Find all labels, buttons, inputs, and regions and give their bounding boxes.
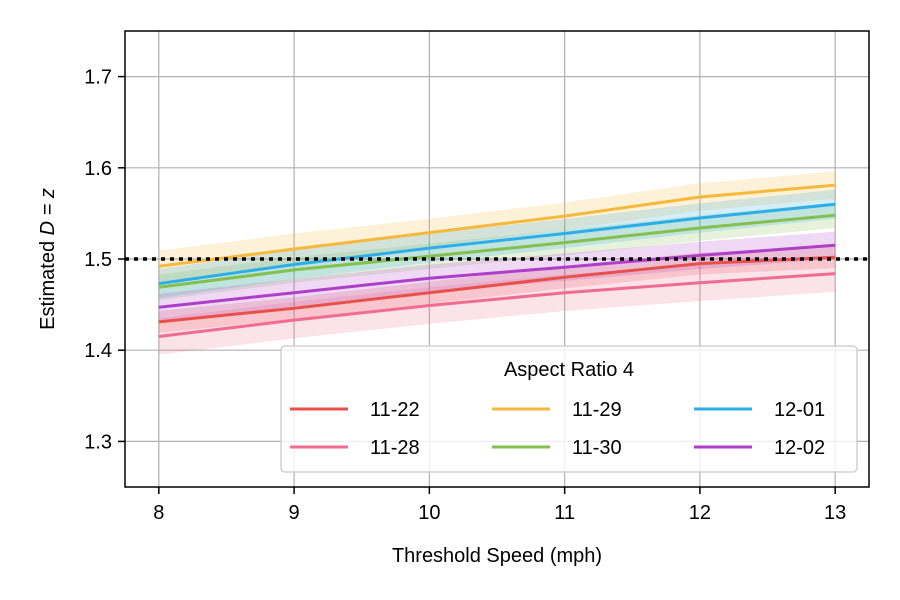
legend-entry-11-29: 11-29	[492, 399, 622, 421]
y-tick-label: 1.6	[84, 158, 112, 180]
series-line-11-22	[158, 255, 836, 324]
y-tick-label: 1.4	[84, 340, 112, 362]
legend-label: 12-01	[774, 399, 825, 421]
y-tick-label: 1.7	[84, 67, 112, 89]
series-line-12-02	[158, 243, 836, 309]
legend-label: 11-28	[370, 437, 420, 459]
legend: Aspect Ratio 4 11-22 11-28 11-29 11-30 12-01 1…	[280, 345, 858, 473]
x-tick-label: 12	[689, 502, 711, 524]
legend-label: 11-30	[572, 437, 622, 459]
legend-entry-12-02: 12-02	[694, 437, 825, 459]
x-tick-label: 13	[824, 502, 846, 524]
band-12-02	[158, 231, 836, 321]
axis-ticks: 8 9 10 11 12 13 1.3 1.4 1.5 1.6 1.7	[84, 67, 846, 524]
series-line-12-01	[158, 202, 836, 286]
legend-label: 11-29	[572, 399, 622, 421]
y-axis-label-prefix: Estimated	[37, 235, 59, 329]
legend-entry-11-22: 11-22	[290, 399, 420, 421]
legend-box	[280, 345, 858, 473]
x-tick-label: 8	[153, 502, 164, 524]
band-11-30	[158, 202, 836, 300]
series-line-11-30	[158, 213, 836, 289]
series-lines	[158, 183, 836, 338]
legend-title: Aspect Ratio 4	[504, 359, 634, 381]
y-axis-label: Estimated D = z	[37, 188, 59, 330]
y-tick-label: 1.5	[84, 249, 112, 271]
series-line-11-29	[158, 183, 836, 268]
y-axis-label-math: D = z	[37, 188, 59, 235]
legend-label: 11-22	[370, 399, 420, 421]
legend-label: 12-02	[774, 437, 825, 459]
x-tick-label: 9	[289, 502, 300, 524]
x-tick-label: 11	[554, 502, 575, 524]
band-11-29	[158, 171, 836, 282]
legend-entry-11-30: 11-30	[492, 437, 622, 459]
series-line-11-28	[158, 272, 836, 338]
y-tick-label: 1.3	[84, 431, 112, 453]
x-tick-label: 10	[418, 502, 440, 524]
band-11-28	[158, 255, 836, 355]
x-axis-label: Threshold Speed (mph)	[392, 545, 602, 567]
band-12-01	[158, 189, 836, 299]
legend-entry-11-28: 11-28	[290, 437, 420, 459]
legend-entry-12-01: 12-01	[694, 399, 825, 421]
